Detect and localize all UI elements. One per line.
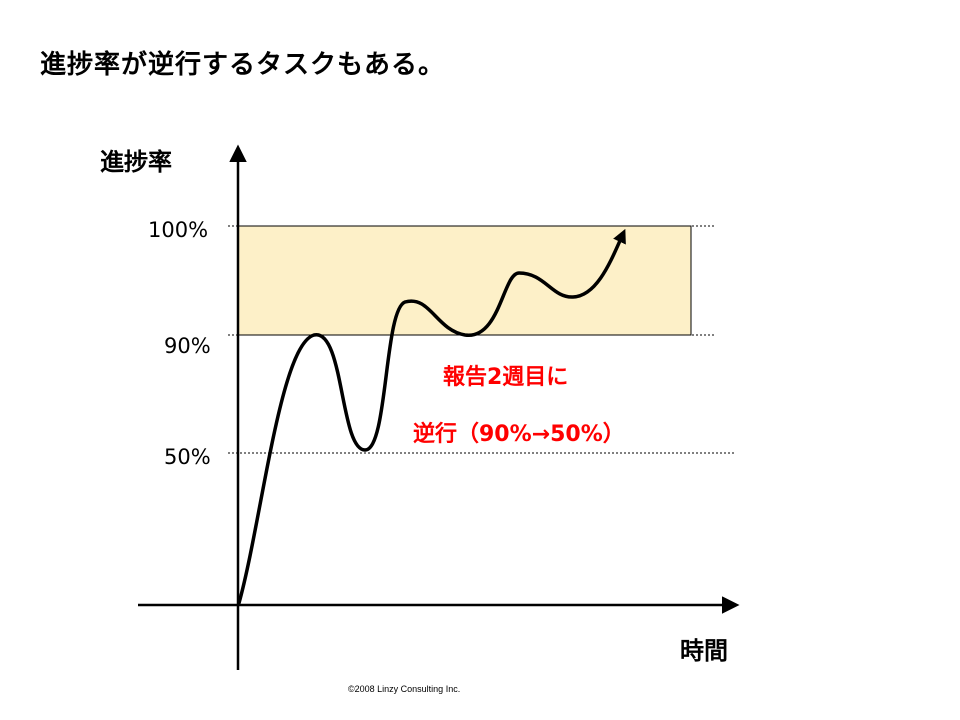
tick-label-90: 90% [164,334,211,358]
copyright-notice: ©2008 Linzy Consulting Inc. [348,684,461,694]
tick-label-50: 50% [164,445,211,469]
progress-curve [237,228,626,605]
x-axis-label: 時間 [680,637,728,665]
y-axis-label: 進捗率 [100,148,172,176]
target-band [237,225,692,336]
annotation-line-2: 逆行（90%→50%） [413,421,625,447]
slide-title: 進捗率が逆行するタスクもある。 [40,50,446,80]
tick-label-100: 100% [148,218,208,242]
annotation-line-1: 報告2週目に [443,364,568,390]
